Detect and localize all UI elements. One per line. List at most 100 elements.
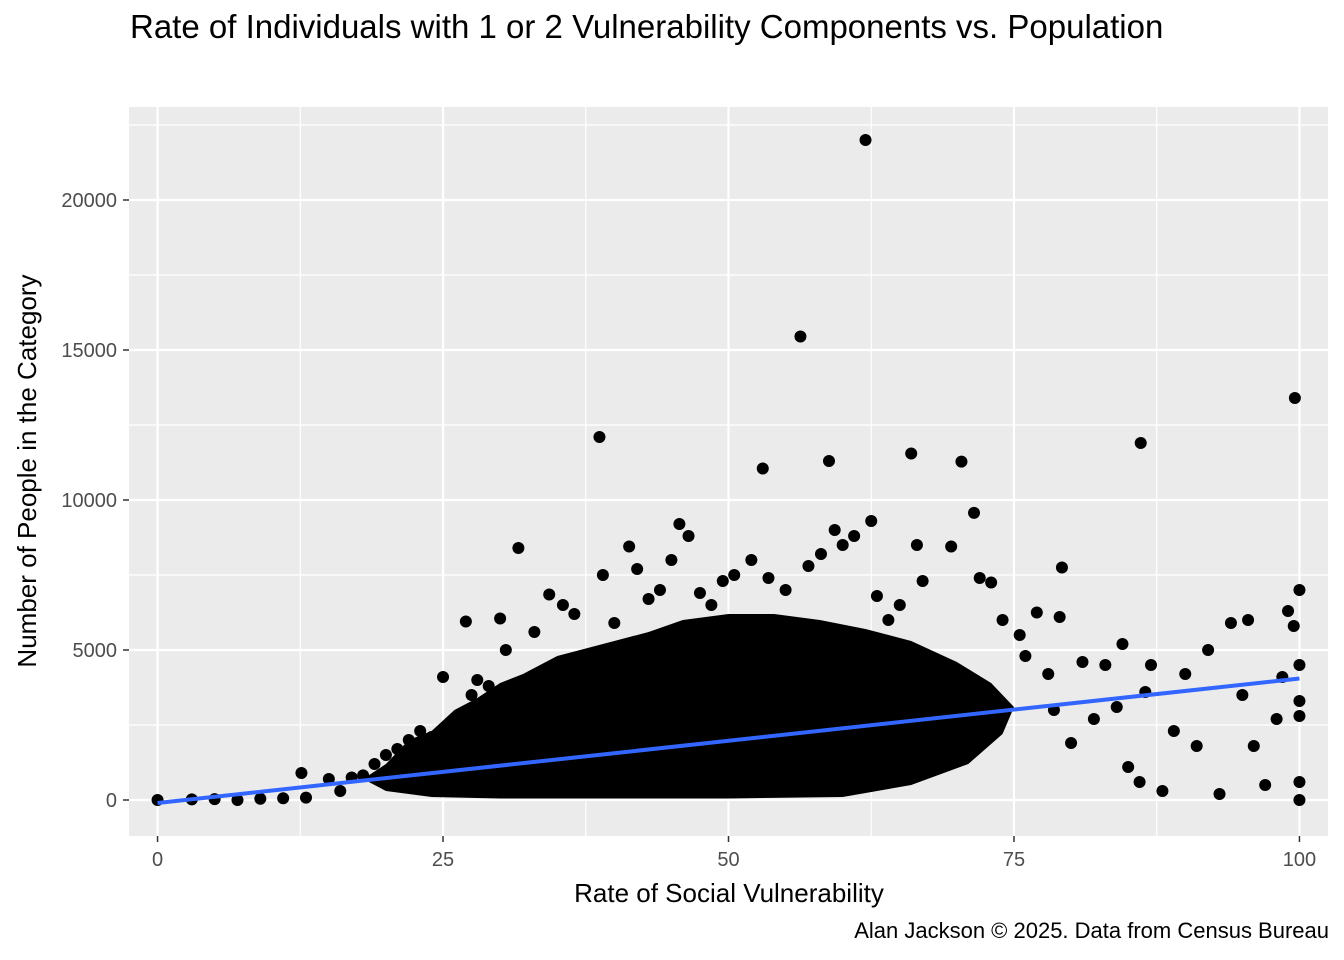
data-point — [543, 588, 556, 601]
data-point — [623, 540, 636, 553]
data-point — [1145, 659, 1158, 671]
data-point — [968, 506, 981, 519]
chart-caption: Alan Jackson © 2025. Data from Census Bu… — [854, 918, 1329, 943]
data-point — [828, 524, 841, 536]
data-point — [682, 530, 695, 542]
data-point — [814, 548, 827, 560]
data-point — [905, 447, 918, 460]
y-tick-label: 20000 — [61, 190, 117, 212]
data-point — [916, 575, 929, 587]
data-point — [673, 518, 686, 530]
y-tick-label: 0 — [106, 790, 117, 812]
data-point — [295, 767, 308, 779]
data-point — [1013, 629, 1026, 641]
data-point — [231, 794, 244, 806]
data-point — [1287, 620, 1300, 632]
data-point — [910, 539, 923, 551]
data-point — [1293, 776, 1306, 788]
data-point — [716, 575, 729, 587]
data-point — [1236, 689, 1249, 701]
data-point — [1076, 656, 1089, 668]
data-point — [402, 734, 415, 746]
data-point — [779, 584, 792, 596]
data-point — [1259, 779, 1272, 791]
data-point — [391, 743, 404, 755]
data-point — [512, 542, 525, 554]
data-point — [556, 599, 569, 611]
data-point — [893, 599, 906, 611]
data-point — [254, 792, 267, 805]
y-axis-title: Number of People in the Category — [12, 274, 42, 667]
x-tick-label: 100 — [1283, 849, 1316, 871]
data-point — [1019, 650, 1032, 662]
data-point — [1270, 713, 1283, 725]
data-point — [631, 563, 644, 575]
data-point — [1202, 644, 1215, 656]
data-point — [482, 680, 495, 692]
data-point — [471, 674, 484, 686]
data-point — [1055, 561, 1068, 574]
data-point — [1293, 794, 1306, 806]
data-points — [151, 134, 1306, 806]
data-point — [1224, 617, 1237, 629]
data-point — [945, 540, 958, 553]
data-point — [277, 792, 290, 805]
data-point — [1293, 659, 1306, 671]
data-point — [882, 614, 895, 626]
x-axis-title: Rate of Social Vulnerability — [574, 878, 884, 908]
data-point — [1030, 606, 1043, 619]
data-point — [1167, 725, 1180, 737]
y-axis-ticks: 0 5000 10000 15000 20000 — [61, 190, 129, 812]
data-point — [425, 731, 438, 743]
data-point — [955, 455, 968, 468]
data-point — [1134, 437, 1147, 449]
trend-line — [157, 676, 1300, 805]
data-point — [1110, 701, 1123, 713]
x-tick-label: 50 — [717, 849, 739, 871]
data-point — [802, 560, 815, 572]
data-point — [459, 615, 472, 628]
data-point — [437, 671, 450, 683]
data-point — [756, 462, 769, 475]
y-tick-label: 15000 — [61, 340, 117, 362]
data-point — [414, 725, 427, 737]
data-point — [728, 569, 741, 581]
x-tick-label: 25 — [432, 849, 454, 871]
data-point — [1099, 659, 1112, 671]
data-point — [1293, 695, 1306, 707]
x-axis-ticks: 0 25 50 75 100 — [152, 836, 1316, 871]
data-point — [848, 530, 861, 542]
point-cloud — [363, 614, 1014, 799]
data-point — [745, 554, 758, 566]
data-point — [499, 644, 512, 656]
data-point — [822, 455, 835, 467]
x-tick-label: 0 — [152, 849, 163, 871]
data-point — [368, 758, 381, 770]
data-point — [985, 576, 998, 589]
data-point — [1116, 638, 1129, 650]
data-point — [859, 134, 872, 146]
data-point — [568, 608, 581, 620]
data-point — [334, 785, 347, 797]
data-point — [794, 330, 807, 343]
data-point — [693, 587, 706, 599]
data-point — [1293, 710, 1306, 722]
data-point — [653, 584, 666, 596]
data-point — [705, 599, 718, 611]
data-point — [494, 612, 507, 625]
data-point — [1213, 788, 1226, 800]
data-point — [608, 617, 621, 629]
data-point — [665, 554, 678, 566]
data-point — [593, 431, 606, 443]
data-point — [642, 593, 655, 605]
data-point — [1242, 614, 1255, 626]
data-point — [1247, 740, 1260, 752]
data-point — [596, 569, 609, 581]
data-point — [1122, 761, 1135, 773]
data-point — [465, 689, 478, 701]
chart-title: Rate of Individuals with 1 or 2 Vulnerab… — [130, 8, 1164, 45]
data-point — [1156, 785, 1169, 797]
data-point — [996, 614, 1009, 626]
data-point — [865, 515, 878, 527]
